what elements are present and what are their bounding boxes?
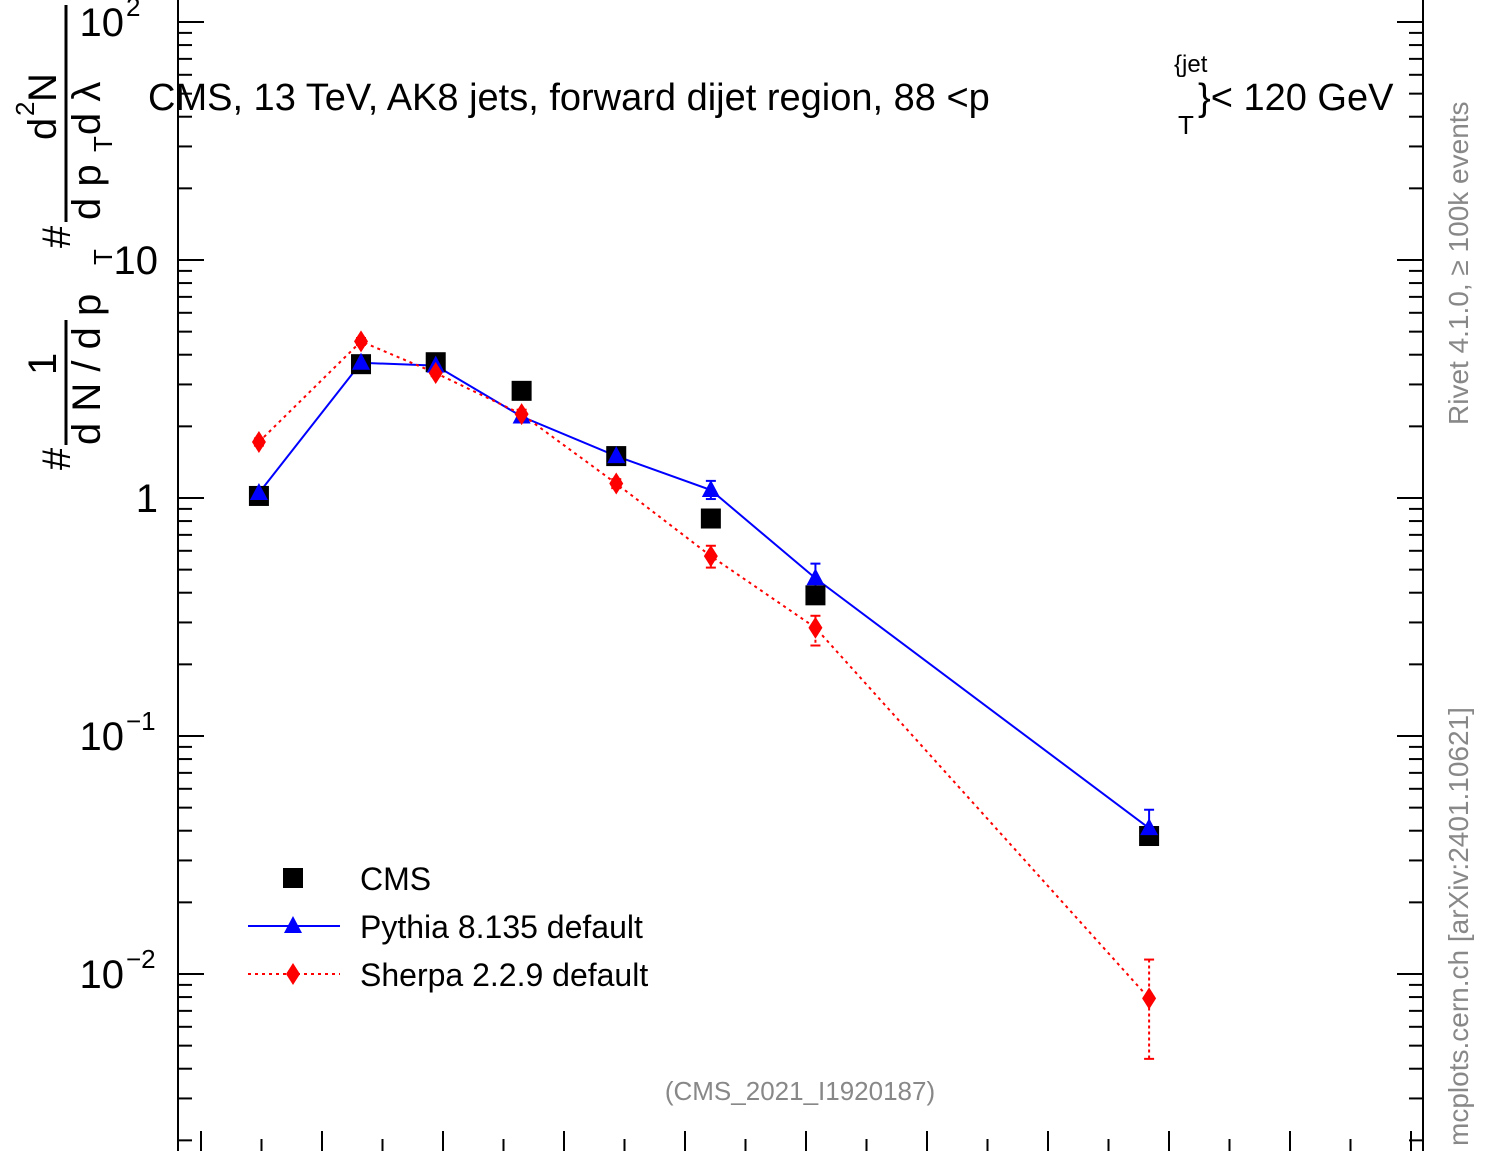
data-point-diamond [251,430,266,453]
chart-title: CMS, 13 TeV, AK8 jets, forward dijet reg… [148,77,990,119]
y-tick-label-exponent: −1 [126,706,156,736]
data-point-diamond [354,330,369,353]
data-point-square [700,508,721,529]
y-axis-ticks [178,21,1423,1142]
series-lines [258,340,1150,1000]
data-point-triangle [701,480,720,498]
y-tick-label: 10 [114,239,159,283]
legend: CMS Pythia 8.135 default Sherpa 2.2.9 defa… [248,861,648,993]
y-label-num-tail: N [21,73,65,102]
y-label-one: 1 [21,353,65,375]
y-axis-label: # 1 d N / d p T # d 2 N d p T d λ [10,5,118,470]
data-point-triangle [352,352,371,370]
chart-title-subscript: T [1178,110,1194,140]
y-tick-label: 10 −1 [80,706,156,759]
y-label-den-sub: T [88,249,118,265]
y-label-den2-tail: d λ [65,82,109,135]
x-axis-ticks [200,1131,1412,1151]
legend-marker [283,868,303,888]
y-label-num: d [21,118,65,140]
analysis-label: (CMS_2021_I1920187) [665,1076,935,1106]
y-label-den2: d p [65,164,109,220]
plot-frame [177,0,1424,1151]
y-tick-label-exponent: 2 [126,0,140,22]
data-point-diamond [609,472,624,495]
legend-item: CMS [283,861,431,897]
side-label-rivet: Rivet 4.1.0, ≥ 100k events [1443,101,1474,425]
data-point-triangle [806,568,825,586]
data-point-square [511,380,532,401]
legend-item: Pythia 8.135 default [248,909,643,945]
y-tick-label-exponent: −2 [126,944,156,974]
y-tick-label-value: 1 [136,477,158,521]
data-point-diamond [808,616,823,639]
y-label-num-sup: 2 [10,102,40,116]
series-line-diamond [258,340,1150,1000]
legend-marker [286,963,300,985]
error-bars [253,337,1155,1060]
y-label-den: d N / d p [65,294,109,445]
data-point-square [805,585,826,606]
chart-title-tail: }< 120 GeV [1198,77,1394,119]
data-point-diamond [1142,987,1157,1010]
y-tick-label-base: 10 [80,953,125,997]
y-tick-label-base: 10 [80,1,125,45]
legend-marker [284,916,302,933]
data-point-triangle [1140,818,1159,836]
legend-label: CMS [360,861,431,897]
y-tick-label: 10 −2 [80,944,156,997]
data-point-diamond [514,403,529,426]
legend-label: Sherpa 2.2.9 default [360,957,648,993]
y-tick-label: 10 2 [80,0,141,45]
data-markers [248,330,1160,1010]
data-point-diamond [428,362,443,385]
series-line-triangle [258,361,1150,829]
side-label-mcplots: mcplots.cern.ch [arXiv:2401.10621] [1443,707,1474,1146]
chart-title-superscript: {jet [1174,51,1208,78]
y-label-den2-sub: T [88,136,118,152]
data-point-diamond [703,545,718,568]
y-label-hash: # [35,225,79,248]
y-label-prefix: # [35,447,79,470]
y-tick-label-base: 10 [80,715,125,759]
legend-label: Pythia 8.135 default [360,909,643,945]
data-point-triangle [607,446,626,464]
data-point-triangle [249,482,268,500]
legend-item: Sherpa 2.2.9 default [248,957,648,993]
y-tick-label-value: 10 [114,239,159,283]
y-tick-label: 1 [136,477,158,521]
